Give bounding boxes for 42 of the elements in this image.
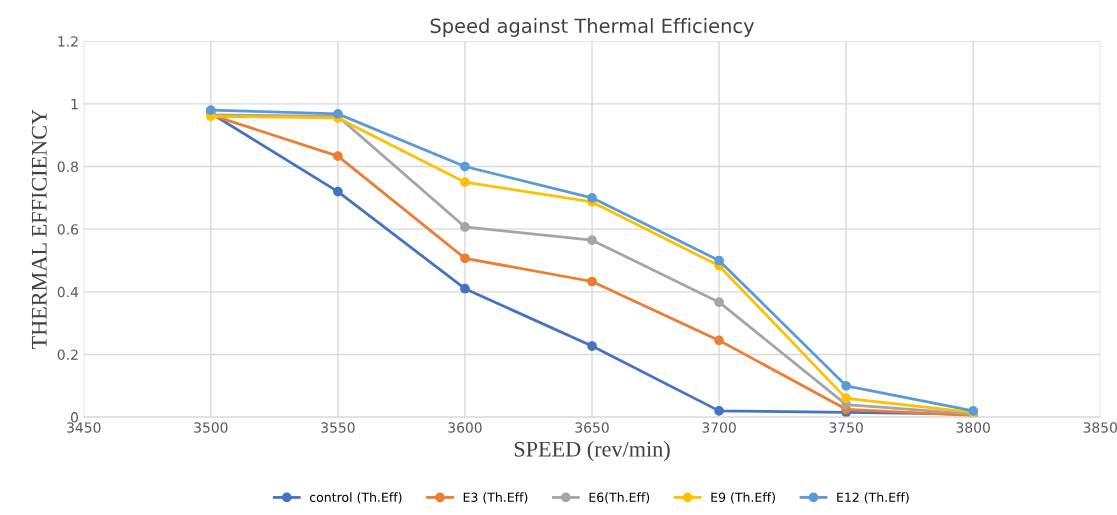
legend-label: E6(Th.Eff) xyxy=(589,492,650,504)
point xyxy=(841,393,851,404)
chart-title: Speed against Thermal Efficiency xyxy=(430,18,755,37)
point xyxy=(460,177,470,188)
point xyxy=(460,222,470,232)
point xyxy=(587,276,597,287)
point xyxy=(333,186,343,197)
x-tick-label: 3500 xyxy=(194,422,228,433)
point xyxy=(587,341,597,351)
x-tick-label: 3450 xyxy=(67,422,101,433)
legend-label: E9 (Th.Eff) xyxy=(711,492,775,504)
y-tick-label: 0 xyxy=(70,412,78,423)
y-tick-label: 1.2 xyxy=(58,36,78,47)
y-tick-label: 1 xyxy=(71,99,78,110)
point xyxy=(714,406,724,416)
y-tick-label: 0.4 xyxy=(57,286,79,298)
point xyxy=(205,105,216,115)
y-axis-title: THERMAL EFFICIENCY xyxy=(31,109,47,350)
point xyxy=(333,151,343,162)
x-tick-label: 3550 xyxy=(321,422,355,433)
x-tick-label: 3800 xyxy=(956,422,990,433)
x-tick-label: 3650 xyxy=(575,422,609,433)
x-tick-label: 3850 xyxy=(1083,422,1117,433)
x-tick-label: 3700 xyxy=(702,422,736,433)
point xyxy=(587,235,597,246)
point xyxy=(714,335,724,346)
point xyxy=(714,297,724,308)
legend-label: E3 (Th.Eff) xyxy=(463,492,528,504)
y-tick-label: 0.8 xyxy=(57,161,78,172)
point xyxy=(460,253,470,264)
x-tick-label: 3600 xyxy=(448,422,482,433)
y-tick-label: 0.6 xyxy=(57,224,79,235)
x-tick-label: 3750 xyxy=(829,422,863,433)
point xyxy=(460,161,470,172)
point xyxy=(841,380,851,391)
legend-label: E12 (Th.Eff) xyxy=(837,492,909,504)
y-tick-label: 0.2 xyxy=(57,349,78,360)
x-axis-title: SPEED (rev/min) xyxy=(514,441,670,462)
point xyxy=(587,192,597,203)
point xyxy=(460,283,470,294)
point xyxy=(714,255,724,266)
legend-label: control (Th.Eff) xyxy=(309,492,402,504)
